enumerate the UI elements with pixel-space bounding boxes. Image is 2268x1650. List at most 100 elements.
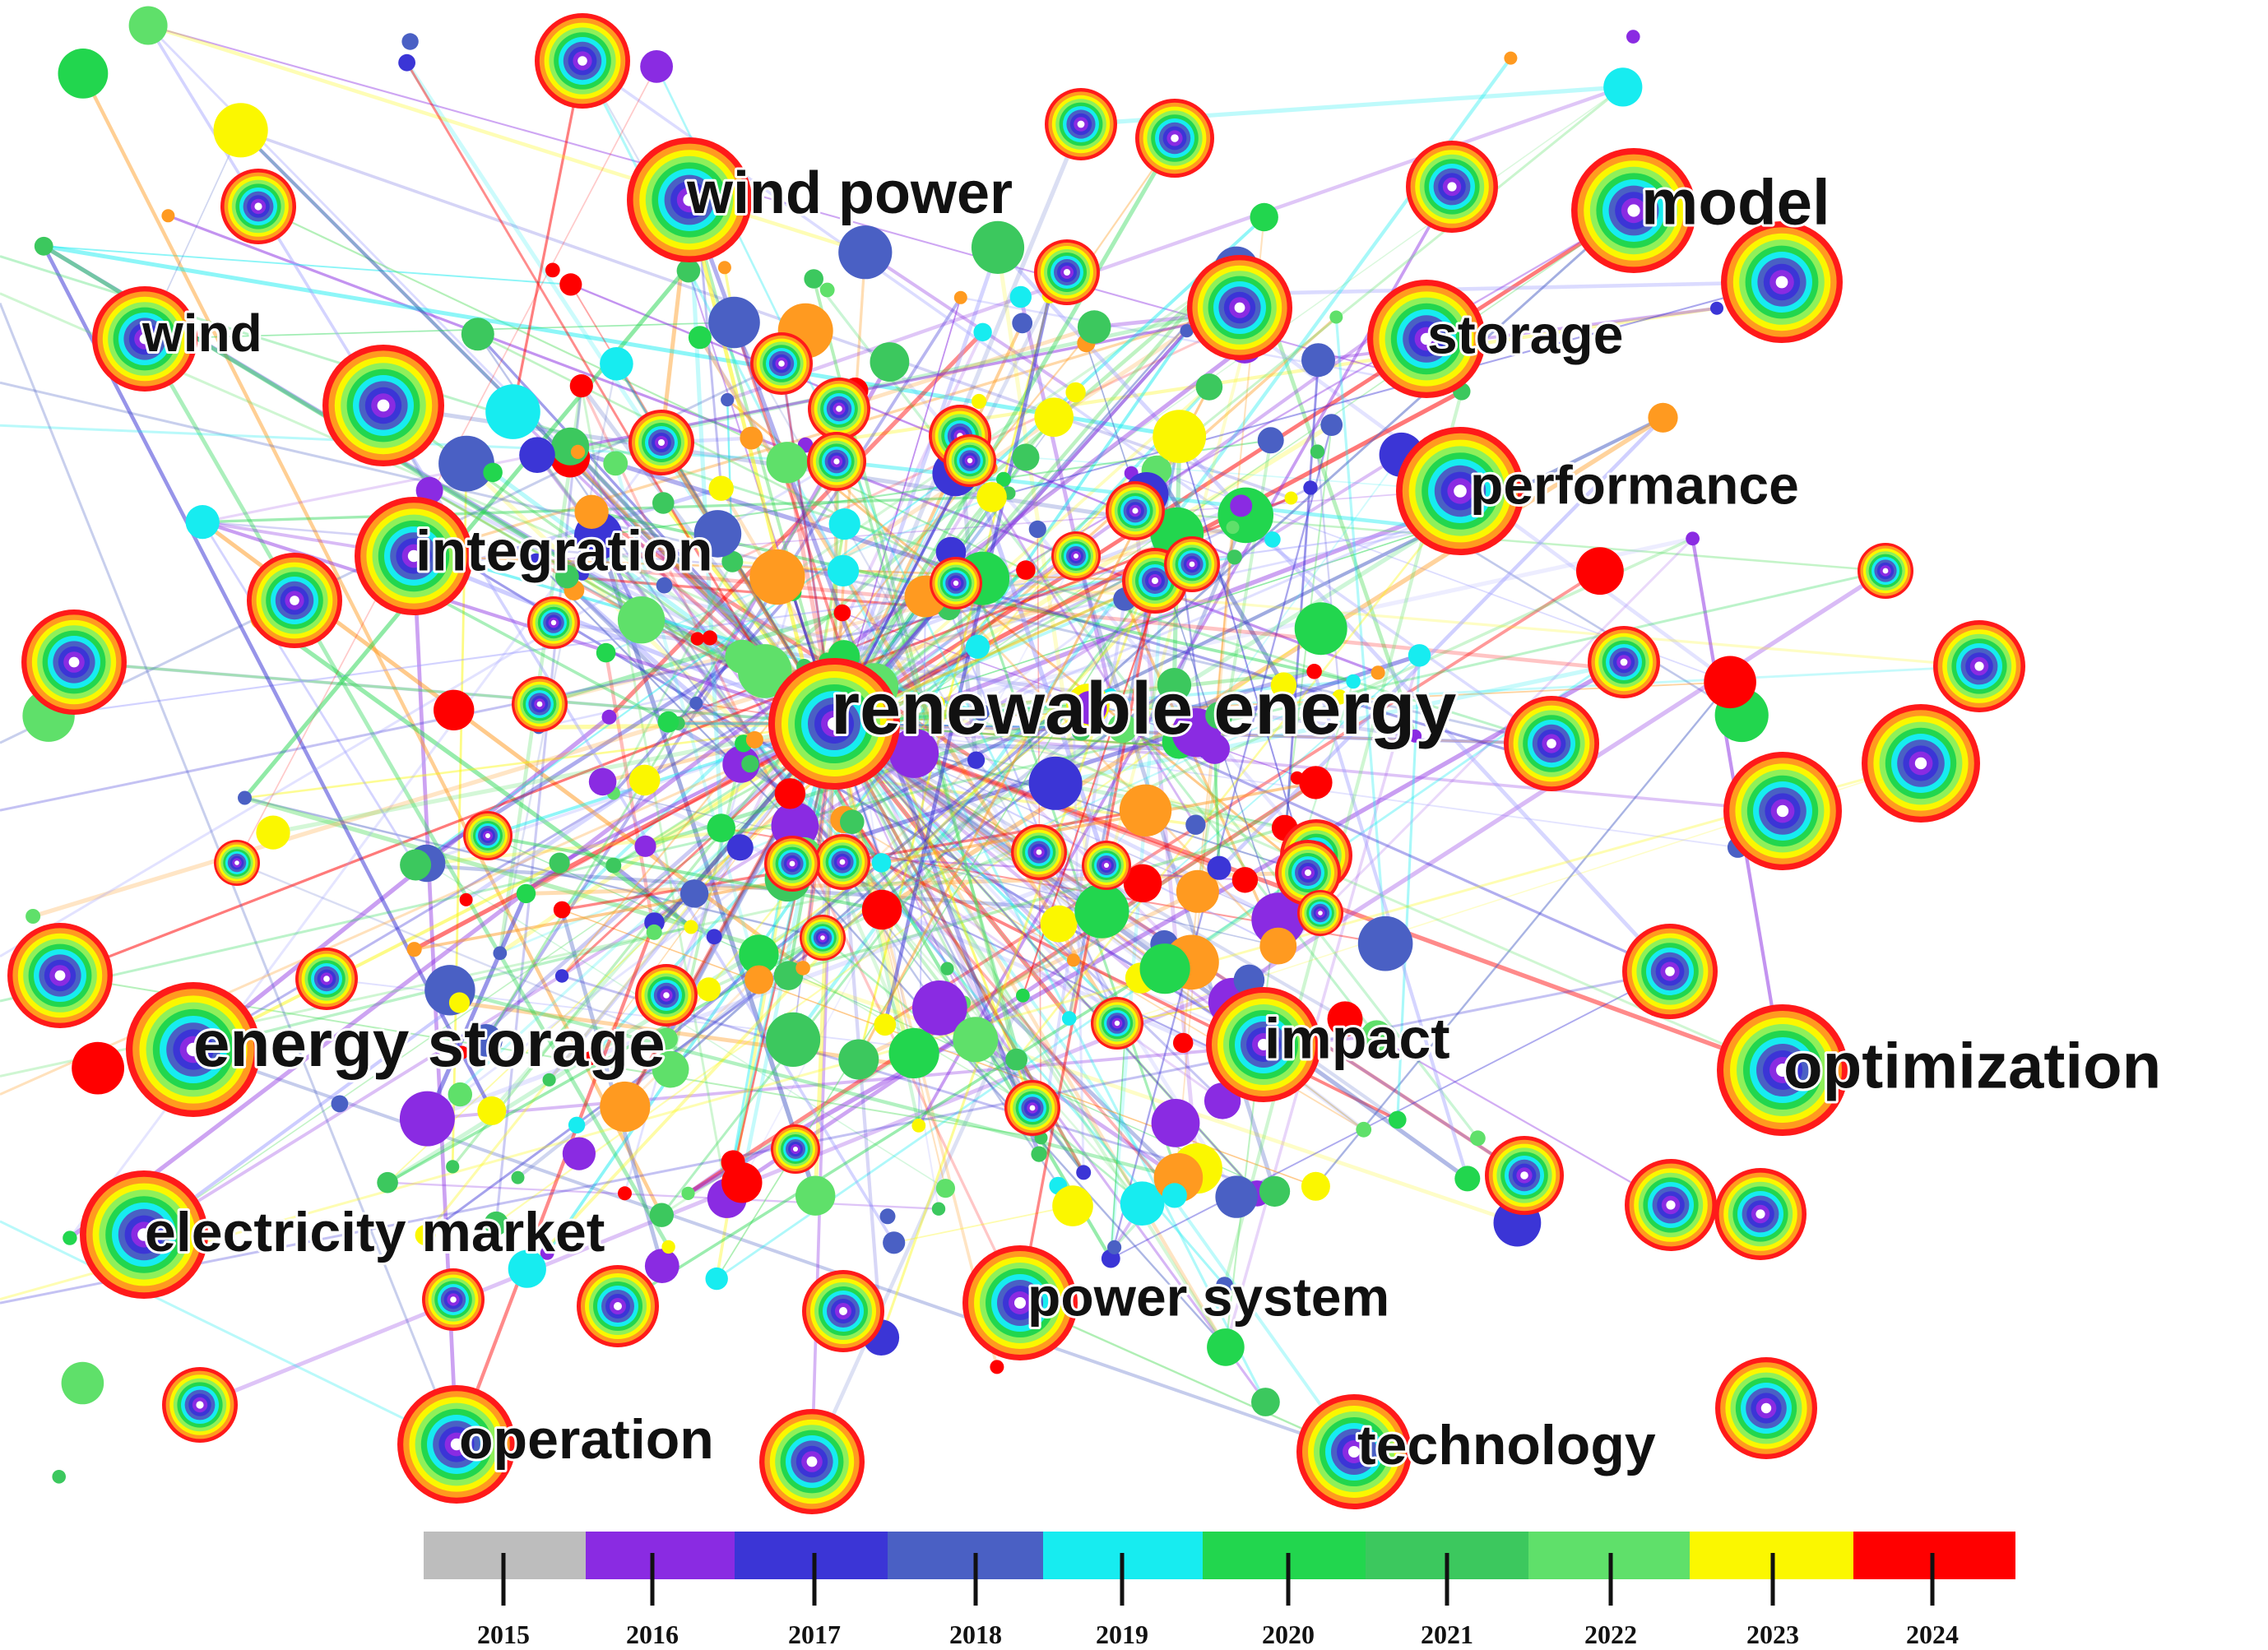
node-ring [663,992,670,999]
cooccurrence-edge [968,460,1197,826]
minor-keyword-node [516,883,536,904]
cooccurrence-edge [415,472,956,866]
minor-keyword-node [554,969,569,983]
cooccurrence-edge [833,723,947,1189]
cooccurrence-edge [699,250,723,489]
minor-keyword-node [1139,943,1190,994]
minor-keyword-node [406,942,422,957]
minor-keyword-node [1357,915,1413,971]
minor-keyword-node [1576,547,1624,596]
keyword-node [1082,841,1131,890]
minor-keyword-node [555,564,579,589]
cooccurrence-edge [498,385,584,954]
minor-keyword-node [596,642,616,663]
node-ring [828,717,841,730]
minor-keyword-node [1151,1099,1200,1147]
minor-keyword-node [697,977,721,1002]
cooccurrence-edge [948,608,1119,1024]
wind-power-node [627,137,752,262]
minor-keyword-node [684,920,698,934]
minor-keyword-node [888,728,939,778]
node-ring [196,1401,204,1409]
cooccurrence-edge [1025,457,1461,492]
minor-keyword-node [1227,549,1242,565]
node-ring [137,1228,151,1241]
keyword-node [1011,824,1067,880]
keyword-node [247,553,342,648]
node-ring [839,1307,847,1315]
node-ring [1454,484,1467,498]
minor-keyword-node [1231,867,1259,893]
cooccurrence-edge [974,583,1180,1179]
cooccurrence-edge [1316,451,1341,698]
cooccurrence-edge [612,864,693,929]
minor-keyword-node [870,342,910,382]
cooccurrence-edge [413,389,1463,952]
cooccurrence-edge [955,582,1532,758]
cooccurrence-edge [465,562,1264,1046]
minor-keyword-node [657,711,679,733]
cooccurrence-edge [560,695,790,911]
cooccurrence-edge [568,445,1267,1403]
minor-keyword-node [455,1045,469,1059]
node-ring [839,859,846,865]
cooccurrence-edge [582,572,1091,710]
minor-keyword-node [973,322,992,341]
minor-keyword-node [681,1186,695,1200]
cooccurrence-edge [612,561,734,795]
node-ring [806,1456,818,1467]
cooccurrence-edge [893,1205,1074,1244]
node-ring [1305,869,1311,876]
cooccurrence-edge [758,704,1089,956]
minor-keyword-node [540,1246,554,1260]
node-ring [1348,1446,1360,1458]
minor-keyword-node [256,815,290,850]
keyword-node [1091,997,1143,1050]
node-ring [820,935,825,940]
cooccurrence-edge [644,423,1333,849]
node-ring [1914,757,1927,770]
node-ring [1318,911,1323,915]
node-ring [1760,1402,1772,1414]
cooccurrence-edge [0,255,1552,745]
keyword-node [1106,481,1165,540]
minor-keyword-node [652,1050,689,1088]
node-ring [658,439,665,446]
minor-keyword-node [935,1179,955,1198]
timeline-segment-2016 [586,1532,735,1579]
technology-label: technology [1357,1414,1656,1476]
minor-keyword-node [1005,1048,1027,1071]
minor-keyword-node [1016,560,1036,580]
cooccurrence-edge [426,568,1027,1120]
minor-keyword-node [840,809,865,834]
node-ring [778,360,785,367]
model-label: model [1641,166,1830,239]
minor-keyword-node [1408,729,1422,743]
minor-keyword-node [511,1170,525,1184]
minor-keyword-node [1205,702,1233,730]
minor-keyword-node [967,751,986,769]
year-label-2022: 2022 [1584,1620,1637,1649]
renewable-energy-label: renewable energy [831,668,1456,750]
cooccurrence-edge [239,129,836,725]
minor-keyword-node [528,553,544,569]
cooccurrence-edge [1154,469,1286,687]
keyword-node [1034,239,1100,305]
keyword-node [422,1268,485,1331]
cooccurrence-edge [832,247,1000,725]
cooccurrence-edge [614,462,761,980]
minor-keyword-node [721,550,744,572]
minor-keyword-node [438,435,494,492]
cooccurrence-edge [1435,526,1742,716]
minor-keyword-node [833,604,851,622]
minor-keyword-node [508,1249,546,1288]
keyword-node [802,1270,884,1352]
minor-keyword-node [617,596,666,644]
cooccurrence-edge [0,563,1193,812]
minor-keyword-node [749,549,805,605]
power-system-label: power system [1027,1266,1389,1327]
keyword-node [577,1265,659,1347]
minor-keyword-node [34,236,53,256]
impact-label: impact [1264,1006,1450,1070]
minor-keyword-node [649,1203,674,1227]
